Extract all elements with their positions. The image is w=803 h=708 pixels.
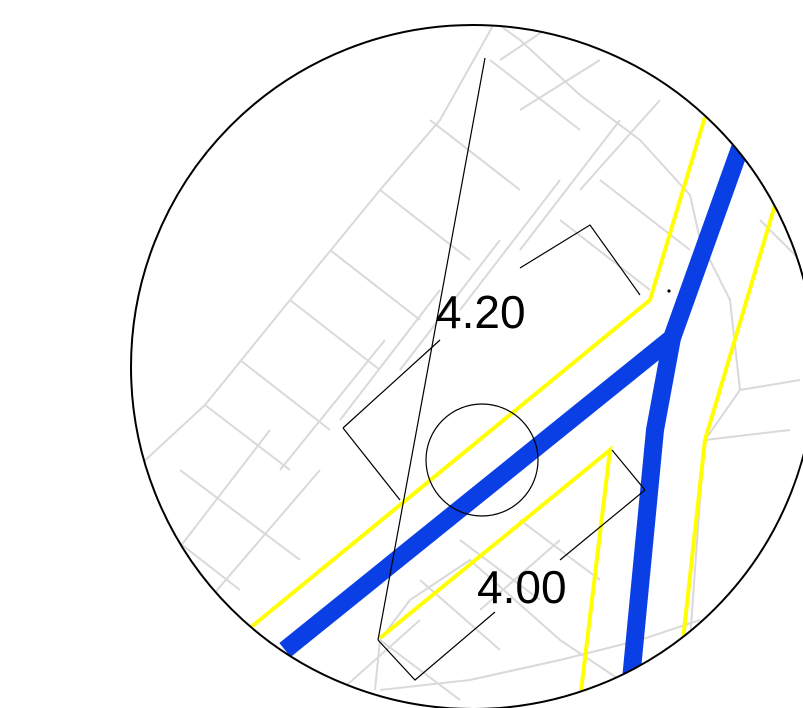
background-grid [139, 25, 801, 701]
blue-pipe-lower [621, 336, 681, 691]
dimension-label-lower: 4.00 [477, 561, 567, 613]
yellow-line-upper [248, 116, 707, 630]
blue-pipe [279, 144, 749, 691]
dimension-label-upper: 4.20 [436, 286, 526, 338]
center-circle [425, 403, 539, 517]
lower-dimension-bracket [342, 339, 441, 429]
blue-pipe-main [279, 330, 678, 658]
upper-dimension-bracket [519, 224, 641, 296]
yellow-lines [248, 116, 777, 701]
long-leader-line [377, 57, 486, 641]
blue-pipe-upper [663, 144, 749, 342]
yellow-line-right [681, 204, 777, 641]
viewport-circle-outline [130, 24, 803, 708]
yellow-line-lower [378, 445, 613, 701]
dimension-lines [342, 57, 671, 681]
